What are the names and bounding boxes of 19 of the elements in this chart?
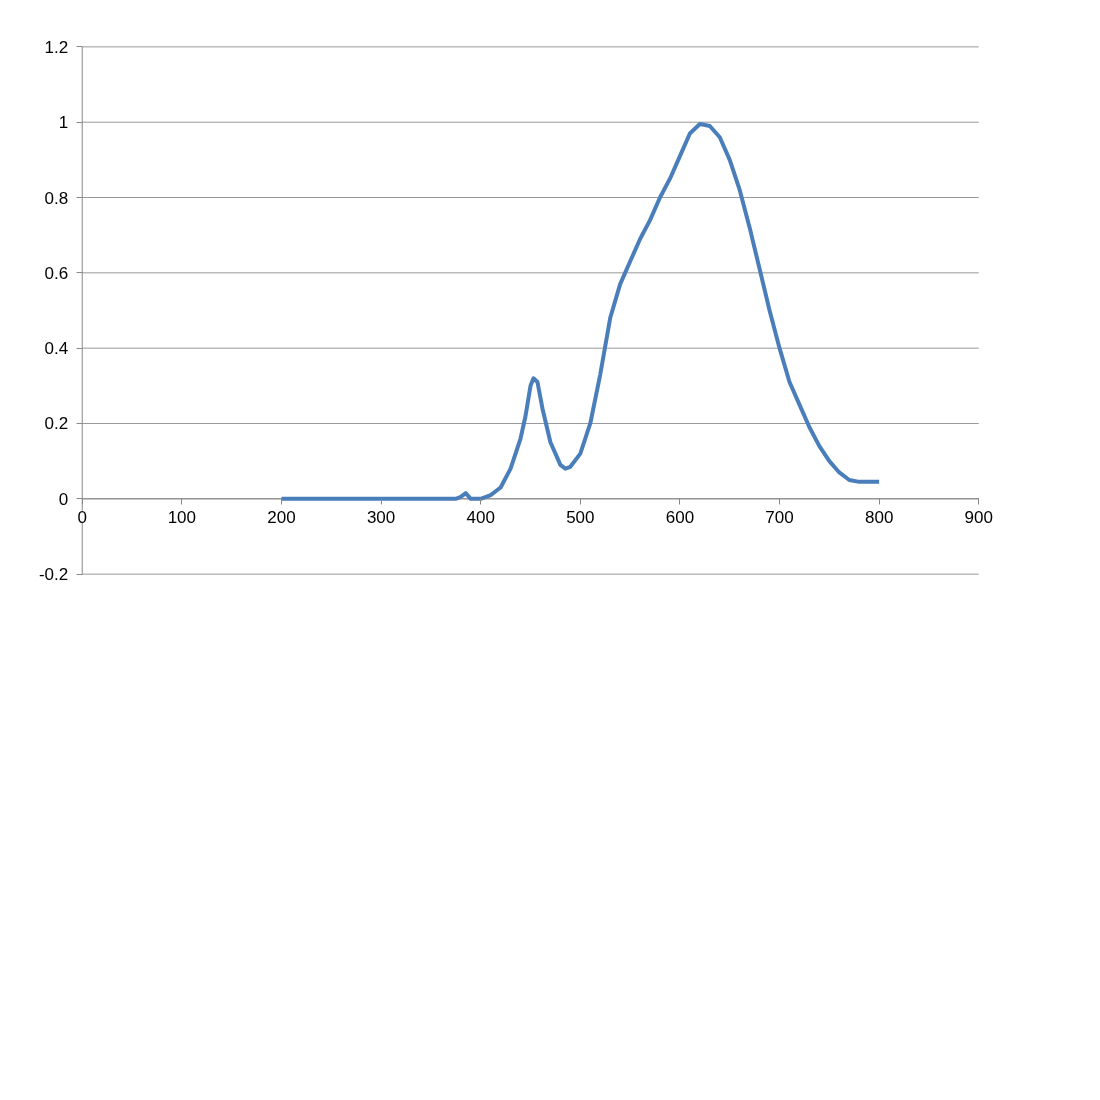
- line-series: [279, 122, 882, 501]
- x-tick-label: 300: [366, 507, 396, 527]
- y-tick-label: 0.6: [44, 263, 69, 283]
- y-tick-label: 0.4: [44, 339, 69, 359]
- x-tick-label: 900: [964, 507, 993, 527]
- x-tick-label: 500: [566, 507, 595, 527]
- y-tick-label: 0: [58, 489, 69, 509]
- y-tick-label: 0.2: [44, 414, 69, 434]
- x-tick-label: 800: [864, 507, 894, 527]
- x-tick-label: 600: [665, 507, 695, 527]
- y-tick-label: 1.2: [44, 37, 69, 57]
- y-tick-label: -0.2: [38, 565, 69, 585]
- y-tick-label: 0.8: [44, 188, 69, 208]
- x-tick-label: 200: [267, 507, 296, 527]
- x-tick-label: 400: [466, 507, 495, 527]
- x-tick-label: 700: [765, 507, 794, 527]
- y-tick-label: 1: [58, 113, 69, 133]
- x-tick-label: 0: [77, 507, 87, 527]
- x-tick-label: 100: [167, 507, 197, 527]
